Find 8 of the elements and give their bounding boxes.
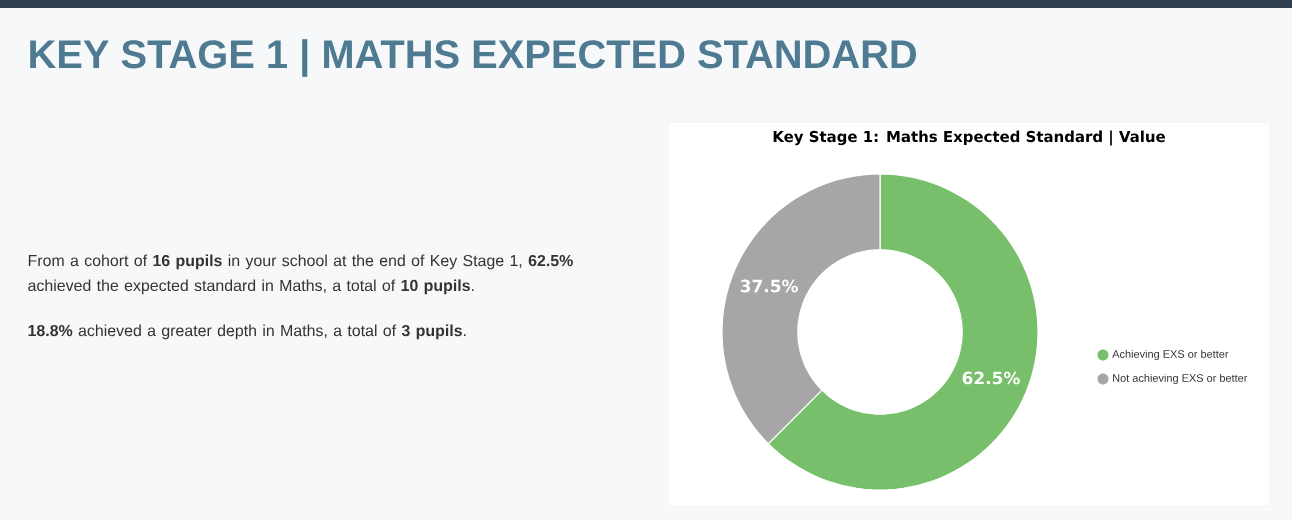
- text: 18.8% achieved a greater depth in Maths, a total of 3 pupils.: [28, 324, 466, 340]
- legend-label: Not achieving EXS or better: [1113, 373, 1248, 385]
- data-label: 37.5%: [740, 279, 798, 293]
- chart-subtitle: Key Stage 1: Maths Expected Standard | Value: [773, 130, 1165, 146]
- legend-label: Achieving EXS or better: [1112, 349, 1229, 361]
- data-label: 62.5%: [962, 371, 1020, 385]
- text: From a cohort of 16 pupils in your school at the end of Key Stage 1, 62.5% achieved the expected standard in Maths, a total of 10 pupils.: [28, 254, 573, 295]
- chart-title: KEY STAGE 1 | MATHS EXPECTED STANDARD: [30, 39, 916, 77]
